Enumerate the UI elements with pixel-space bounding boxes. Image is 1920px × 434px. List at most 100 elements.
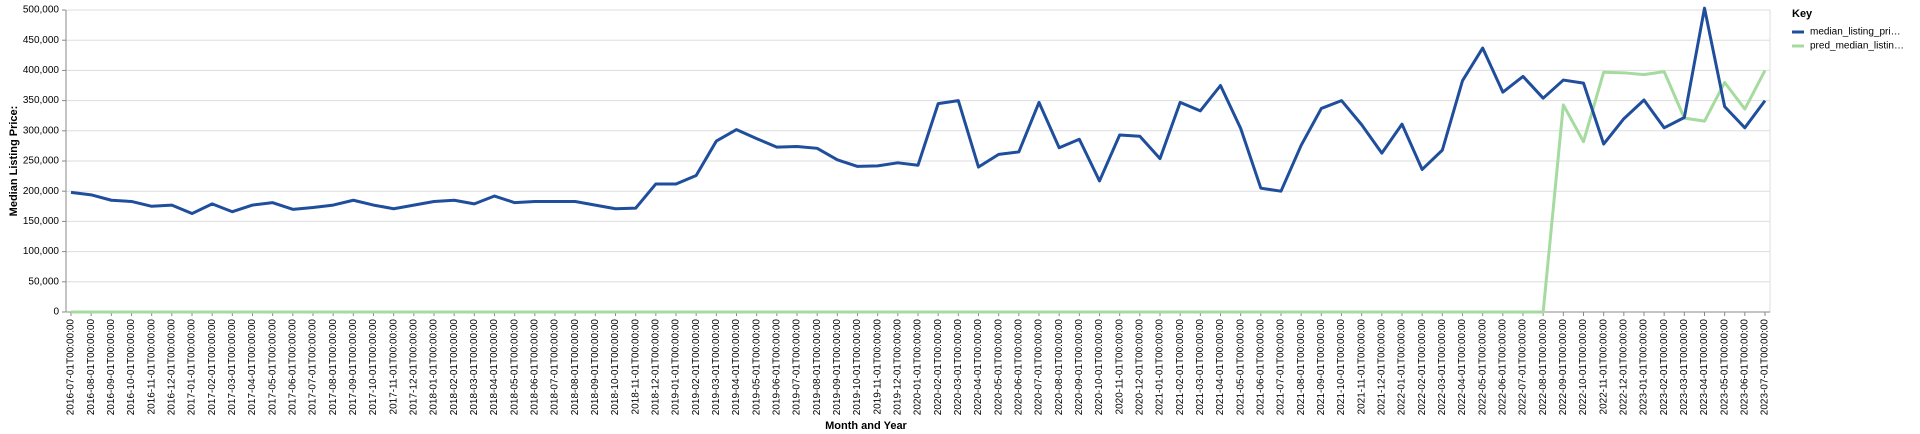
x-tick-label: 2018-12-01T00:00:00 bbox=[650, 319, 661, 416]
x-tick-label: 2018-10-01T00:00:00 bbox=[610, 319, 621, 416]
x-tick-label: 2017-05-01T00:00:00 bbox=[267, 319, 278, 416]
legend-title: Key bbox=[1792, 8, 1813, 20]
y-tick-label: 400,000 bbox=[23, 65, 60, 76]
x-tick-label: 2018-11-01T00:00:00 bbox=[630, 319, 641, 415]
x-tick-label: 2019-02-01T00:00:00 bbox=[691, 319, 702, 416]
x-tick-label: 2022-09-01T00:00:00 bbox=[1558, 319, 1569, 416]
x-axis-title: Month and Year bbox=[825, 420, 907, 432]
x-tick-label: 2020-04-01T00:00:00 bbox=[973, 319, 984, 416]
x-tick-label: 2021-02-01T00:00:00 bbox=[1175, 319, 1186, 416]
x-tick-label: 2021-04-01T00:00:00 bbox=[1215, 319, 1226, 416]
x-tick-label: 2021-10-01T00:00:00 bbox=[1336, 319, 1347, 416]
x-tick-label: 2020-05-01T00:00:00 bbox=[993, 319, 1004, 416]
x-tick-label: 2019-10-01T00:00:00 bbox=[852, 319, 863, 416]
x-tick-label: 2016-08-01T00:00:00 bbox=[86, 319, 97, 416]
x-tick-label: 2023-02-01T00:00:00 bbox=[1659, 319, 1670, 416]
x-tick-label: 2023-04-01T00:00:00 bbox=[1699, 319, 1710, 416]
x-tick-label: 2019-07-01T00:00:00 bbox=[792, 319, 803, 416]
y-tick-label: 150,000 bbox=[23, 216, 60, 227]
x-tick-label: 2023-07-01T00:00:00 bbox=[1760, 319, 1771, 416]
x-tick-label: 2017-02-01T00:00:00 bbox=[207, 319, 218, 416]
y-tick-label: 300,000 bbox=[23, 125, 60, 136]
x-tick-label: 2016-10-01T00:00:00 bbox=[126, 319, 137, 416]
x-tick-label: 2016-11-01T00:00:00 bbox=[146, 319, 157, 415]
series-line bbox=[71, 69, 1767, 314]
x-tick-label: 2023-05-01T00:00:00 bbox=[1719, 319, 1730, 416]
x-tick-label: 2019-05-01T00:00:00 bbox=[751, 319, 762, 416]
x-tick-label: 2017-09-01T00:00:00 bbox=[348, 319, 359, 416]
x-tick-label: 2021-06-01T00:00:00 bbox=[1255, 319, 1266, 416]
x-tick-label: 2017-03-01T00:00:00 bbox=[227, 319, 238, 416]
x-tick-label: 2019-01-01T00:00:00 bbox=[671, 319, 682, 416]
x-tick-label: 2021-03-01T00:00:00 bbox=[1195, 319, 1206, 416]
x-tick-label: 2020-11-01T00:00:00 bbox=[1114, 319, 1125, 415]
legend-label: pred_median_listin… bbox=[1810, 41, 1904, 52]
x-tick-label: 2022-08-01T00:00:00 bbox=[1538, 319, 1549, 416]
x-tick-label: 2020-10-01T00:00:00 bbox=[1094, 319, 1105, 416]
x-tick-label: 2018-06-01T00:00:00 bbox=[529, 319, 540, 416]
y-tick-label: 250,000 bbox=[23, 156, 60, 167]
x-tick-label: 2017-11-01T00:00:00 bbox=[388, 319, 399, 415]
x-tick-label: 2022-06-01T00:00:00 bbox=[1497, 319, 1508, 416]
x-tick-label: 2016-12-01T00:00:00 bbox=[166, 319, 177, 416]
x-tick-label: 2019-09-01T00:00:00 bbox=[832, 319, 843, 416]
x-tick-label: 2018-09-01T00:00:00 bbox=[590, 319, 601, 416]
x-tick-label: 2023-06-01T00:00:00 bbox=[1739, 319, 1750, 416]
x-tick-label: 2022-11-01T00:00:00 bbox=[1598, 319, 1609, 415]
x-tick-label: 2021-12-01T00:00:00 bbox=[1376, 319, 1387, 416]
x-tick-label: 2019-12-01T00:00:00 bbox=[892, 319, 903, 416]
x-tick-label: 2022-05-01T00:00:00 bbox=[1477, 319, 1488, 416]
x-tick-label: 2020-03-01T00:00:00 bbox=[953, 319, 964, 416]
x-tick-label: 2017-12-01T00:00:00 bbox=[408, 319, 419, 416]
x-tick-label: 2018-01-01T00:00:00 bbox=[429, 319, 440, 416]
y-tick-label: 450,000 bbox=[23, 35, 60, 46]
x-tick-label: 2017-06-01T00:00:00 bbox=[287, 319, 298, 416]
x-tick-label: 2022-03-01T00:00:00 bbox=[1437, 319, 1448, 416]
x-tick-label: 2020-02-01T00:00:00 bbox=[933, 319, 944, 416]
x-tick-label: 2023-01-01T00:00:00 bbox=[1639, 319, 1650, 416]
x-tick-label: 2020-08-01T00:00:00 bbox=[1054, 319, 1065, 416]
x-tick-label: 2020-06-01T00:00:00 bbox=[1013, 319, 1024, 416]
x-tick-label: 2021-07-01T00:00:00 bbox=[1276, 319, 1287, 416]
y-tick-label: 350,000 bbox=[23, 95, 60, 106]
x-tick-label: 2022-07-01T00:00:00 bbox=[1518, 319, 1529, 416]
x-tick-label: 2017-10-01T00:00:00 bbox=[368, 319, 379, 416]
x-tick-label: 2021-01-01T00:00:00 bbox=[1155, 319, 1166, 416]
x-tick-label: 2020-12-01T00:00:00 bbox=[1134, 319, 1145, 416]
x-tick-label: 2019-04-01T00:00:00 bbox=[731, 319, 742, 416]
x-tick-label: 2017-07-01T00:00:00 bbox=[308, 319, 319, 416]
y-tick-label: 500,000 bbox=[23, 5, 60, 16]
y-tick-label: 200,000 bbox=[23, 186, 60, 197]
x-tick-label: 2022-01-01T00:00:00 bbox=[1397, 319, 1408, 416]
x-tick-label: 2018-04-01T00:00:00 bbox=[489, 319, 500, 416]
x-tick-label: 2018-02-01T00:00:00 bbox=[449, 319, 460, 416]
x-tick-label: 2019-08-01T00:00:00 bbox=[812, 319, 823, 416]
x-tick-label: 2022-10-01T00:00:00 bbox=[1578, 319, 1589, 416]
y-tick-label: 50,000 bbox=[28, 276, 59, 287]
x-tick-label: 2018-08-01T00:00:00 bbox=[570, 319, 581, 416]
x-tick-label: 2019-06-01T00:00:00 bbox=[771, 319, 782, 416]
x-tick-label: 2021-05-01T00:00:00 bbox=[1235, 319, 1246, 416]
x-tick-label: 2020-09-01T00:00:00 bbox=[1074, 319, 1085, 416]
x-tick-label: 2016-09-01T00:00:00 bbox=[106, 319, 117, 416]
x-tick-label: 2017-01-01T00:00:00 bbox=[187, 319, 198, 416]
x-tick-label: 2017-08-01T00:00:00 bbox=[328, 319, 339, 416]
x-tick-label: 2018-03-01T00:00:00 bbox=[469, 319, 480, 416]
x-tick-label: 2019-11-01T00:00:00 bbox=[872, 319, 883, 415]
x-tick-label: 2017-04-01T00:00:00 bbox=[247, 319, 258, 416]
y-tick-label: 0 bbox=[53, 307, 59, 318]
series-line bbox=[70, 6, 1767, 216]
x-tick-label: 2022-02-01T00:00:00 bbox=[1417, 319, 1428, 416]
x-tick-label: 2023-03-01T00:00:00 bbox=[1679, 319, 1690, 416]
x-tick-label: 2021-11-01T00:00:00 bbox=[1356, 319, 1367, 415]
x-tick-label: 2022-12-01T00:00:00 bbox=[1618, 319, 1629, 416]
x-tick-label: 2021-08-01T00:00:00 bbox=[1296, 319, 1307, 416]
x-tick-label: 2020-07-01T00:00:00 bbox=[1034, 319, 1045, 416]
y-axis-title: Median Listing Price: bbox=[8, 106, 20, 217]
x-tick-label: 2021-09-01T00:00:00 bbox=[1316, 319, 1327, 416]
x-tick-label: 2020-01-01T00:00:00 bbox=[913, 319, 924, 416]
x-tick-label: 2018-05-01T00:00:00 bbox=[509, 319, 520, 416]
x-tick-label: 2018-07-01T00:00:00 bbox=[550, 319, 561, 416]
x-tick-label: 2019-03-01T00:00:00 bbox=[711, 319, 722, 416]
